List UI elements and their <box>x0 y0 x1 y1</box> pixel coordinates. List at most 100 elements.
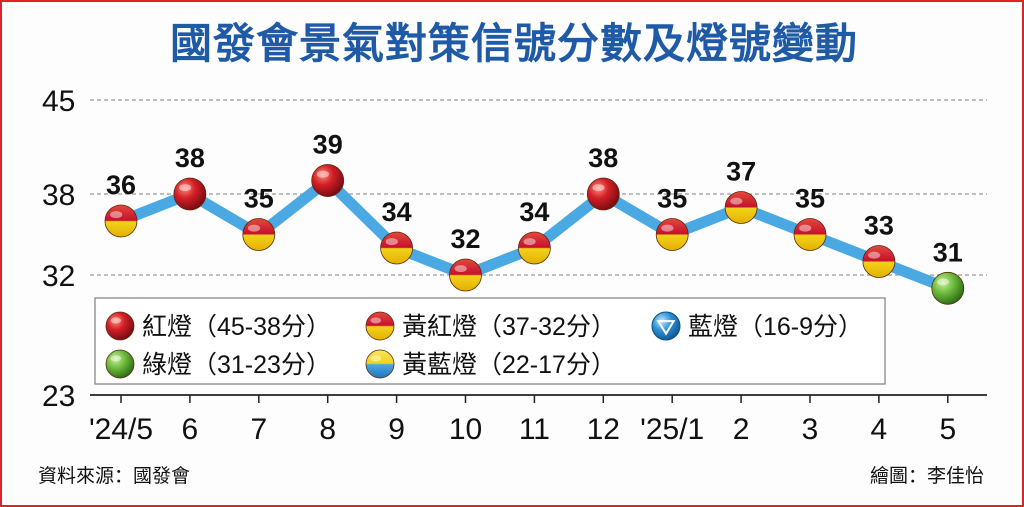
highlight <box>730 197 743 205</box>
yellow-red-light-disc <box>380 231 414 265</box>
credit-note: 繪圖：李佳怡 <box>870 465 984 487</box>
highlight <box>936 278 950 286</box>
x-tick-label: 8 <box>319 413 336 446</box>
highlight <box>370 317 382 324</box>
yellow-red-light-disc <box>862 245 896 278</box>
data-label: 35 <box>244 184 274 214</box>
red-light-disc <box>311 164 345 197</box>
signal-marker-red <box>173 177 207 211</box>
highlight <box>247 224 261 232</box>
yellow-blue-light-disc <box>365 349 395 379</box>
legend-marker-green <box>105 349 135 379</box>
legend-label: 藍燈（16-9分） <box>688 313 863 341</box>
x-tick-label: 4 <box>871 413 888 446</box>
x-tick-label: 9 <box>388 413 405 446</box>
data-label: 31 <box>933 237 963 267</box>
signal-marker-yellow-red <box>518 231 551 265</box>
yellow-red-light-disc <box>518 231 551 265</box>
data-label: 34 <box>382 197 412 227</box>
data-label: 32 <box>450 224 480 254</box>
legend-marker-blue <box>651 311 681 341</box>
yellow-red-light-disc <box>104 204 138 238</box>
signal-marker-yellow-red <box>380 231 414 265</box>
data-label: 37 <box>726 157 756 187</box>
highlight <box>523 238 536 246</box>
green-light-disc <box>105 349 135 379</box>
highlight <box>110 211 123 219</box>
x-tick-label: '25/1 <box>640 413 704 446</box>
data-label: 38 <box>588 143 618 173</box>
highlight <box>592 184 605 192</box>
green-light-disc <box>931 271 965 305</box>
legend-marker-yellow-blue <box>365 349 395 379</box>
yellow-red-light-disc <box>449 258 482 292</box>
x-axis-ticks: '24/5 6 7 8 9 10 11 12 '25/1 2 3 4 5 <box>89 395 956 446</box>
highlight <box>385 238 398 246</box>
red-light-disc <box>173 177 207 211</box>
highlight <box>110 355 122 362</box>
signal-marker-red <box>311 164 345 197</box>
signal-marker-yellow-red <box>449 258 482 292</box>
x-tick-label: 6 <box>182 413 199 446</box>
red-light-disc <box>586 177 620 211</box>
signal-marker-yellow-red <box>793 218 827 251</box>
signal-marker-yellow-red <box>724 191 758 224</box>
highlight <box>179 184 192 192</box>
y-tick-label: 45 <box>42 85 75 118</box>
legend-marker-red <box>105 311 135 341</box>
signal-marker-yellow-red <box>655 218 689 251</box>
highlight <box>661 224 674 232</box>
highlight <box>316 170 329 178</box>
yellow-red-light-disc <box>724 191 758 224</box>
yellow-red-light-disc <box>793 218 827 251</box>
signal-markers <box>104 164 965 305</box>
highlight <box>370 355 382 362</box>
signal-marker-red <box>586 177 620 211</box>
yellow-red-light-disc <box>655 218 689 251</box>
x-tick-label: '24/5 <box>89 413 153 446</box>
signal-marker-yellow-red <box>862 245 896 278</box>
yellow-red-light-disc <box>242 218 276 251</box>
highlight <box>454 265 467 273</box>
signal-marker-yellow-red <box>242 218 276 251</box>
data-label: 38 <box>175 143 205 173</box>
legend-label: 黃藍燈（22-17分） <box>402 351 616 379</box>
x-tick-label: 3 <box>802 413 819 446</box>
highlight <box>110 317 122 324</box>
legend-label: 綠燈（31-23分） <box>142 351 331 379</box>
y-tick-label: 23 <box>42 380 75 413</box>
red-light-disc <box>105 311 135 341</box>
legend-box <box>94 297 886 385</box>
source-note: 資料來源：國發會 <box>38 465 190 487</box>
legend-label: 黃紅燈（37-32分） <box>402 313 616 341</box>
yellow-red-light-disc <box>365 311 395 341</box>
y-axis-ticks: 45 38 32 23 <box>42 85 75 413</box>
x-tick-label: 5 <box>939 413 956 446</box>
data-label: 33 <box>864 211 894 241</box>
highlight <box>868 251 881 259</box>
x-tick-label: 2 <box>733 413 750 446</box>
gridlines <box>90 99 987 396</box>
data-labels: 36 38 35 39 34 32 34 38 35 37 35 33 31 <box>106 130 963 268</box>
legend-label: 紅燈（45-38分） <box>142 313 331 341</box>
y-tick-label: 32 <box>42 260 75 293</box>
down-triangle-icon <box>656 320 676 336</box>
highlight <box>799 224 812 232</box>
data-label: 34 <box>519 197 549 227</box>
x-tick-label: 12 <box>587 413 620 446</box>
signal-marker-green <box>931 271 965 305</box>
x-tick-label: 10 <box>449 413 482 446</box>
data-label: 36 <box>106 170 136 200</box>
x-tick-label: 11 <box>519 413 550 446</box>
data-label: 35 <box>795 184 825 214</box>
data-label: 39 <box>313 130 343 160</box>
blue-light-disc <box>651 311 681 341</box>
chart-title: 國發會景氣對策信號分數及燈號變動 <box>169 19 858 68</box>
legend-marker-yellow-red <box>365 311 395 341</box>
data-label: 35 <box>657 184 687 214</box>
x-tick-label: 7 <box>250 413 267 446</box>
y-tick-label: 38 <box>42 179 75 212</box>
legend: 紅燈（45-38分） 黃紅燈（37-32分） 藍燈（16-9分） 綠燈（31-23分）… <box>94 297 886 385</box>
